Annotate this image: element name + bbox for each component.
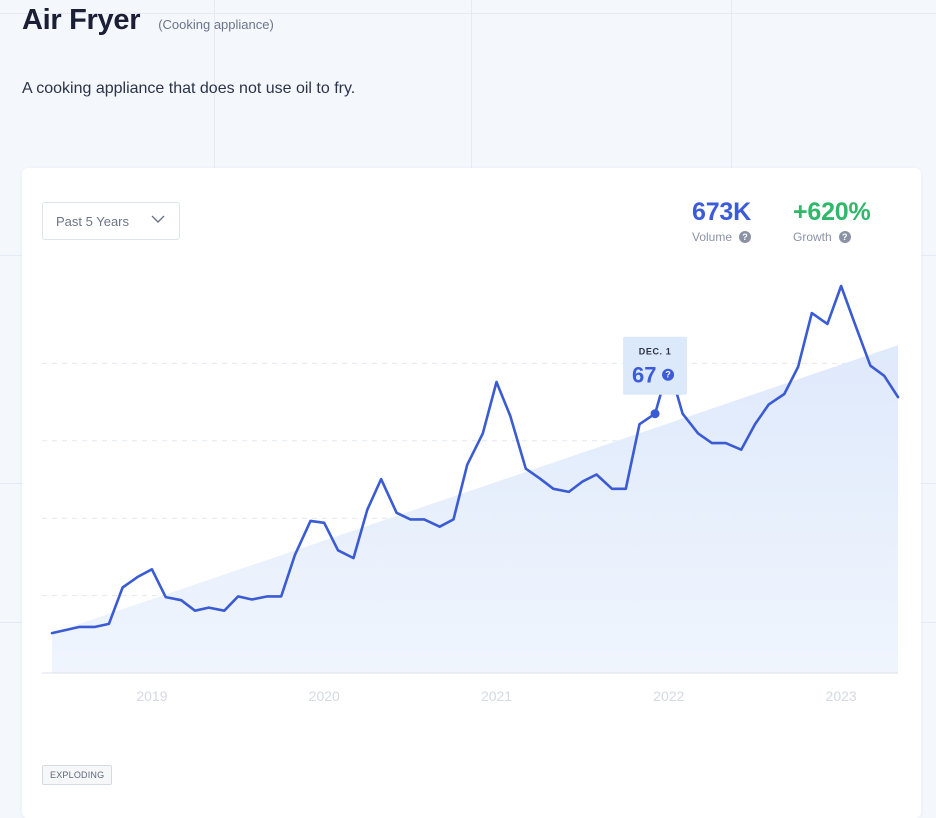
x-tick-label-2019: 2019: [136, 688, 167, 704]
trend-card: 2019 2020 2021 2022 2023 DEC. 1 67 ? Past 5 …: [22, 168, 921, 818]
trend-chart: 2019 2020 2021 2022 2023 DEC. 1 67 ?: [42, 284, 900, 704]
growth-metric: +620% Growth ?: [793, 198, 871, 244]
x-tick-label-2020: 2020: [309, 688, 340, 704]
category-label: (Cooking appliance): [158, 17, 274, 32]
trend-area: [52, 345, 898, 673]
x-tick-label-2022: 2022: [653, 688, 684, 704]
timeframe-dropdown[interactable]: Past 5 Years: [42, 202, 180, 240]
help-icon[interactable]: ?: [739, 231, 752, 243]
timeframe-dropdown-label: Past 5 Years: [56, 213, 129, 229]
tooltip-date: DEC. 1: [639, 347, 672, 357]
highlight-point[interactable]: [650, 409, 660, 419]
volume-value: 673K: [692, 198, 751, 226]
trend-description: A cooking appliance that does not use oi…: [22, 80, 356, 97]
x-axis-ticks: 2019 2020 2021 2022 2023: [136, 688, 857, 704]
svg-text:?: ?: [665, 370, 671, 380]
help-icon[interactable]: ?: [838, 231, 851, 243]
series-line[interactable]: [50, 284, 900, 635]
page-title: Air Fryer: [22, 4, 141, 36]
volume-label: Volume: [692, 230, 733, 244]
title-row: Air Fryer (Cooking appliance): [22, 4, 274, 37]
status-badge: EXPLODING: [42, 765, 113, 785]
growth-value: +620%: [793, 198, 871, 226]
volume-metric: 673K Volume ?: [692, 198, 751, 244]
x-tick-label-2021: 2021: [481, 688, 512, 704]
x-tick-label-2023: 2023: [826, 688, 857, 704]
help-icon[interactable]: ?: [662, 368, 675, 381]
tooltip-value: 67: [632, 363, 656, 388]
chevron-down-icon: [151, 215, 165, 223]
volume-label-row: Volume ?: [692, 230, 752, 244]
chart-tooltip: DEC. 1 67 ?: [623, 336, 688, 395]
growth-label-row: Growth ?: [793, 230, 871, 244]
tooltip-box: [623, 336, 688, 395]
growth-label: Growth: [793, 230, 832, 244]
